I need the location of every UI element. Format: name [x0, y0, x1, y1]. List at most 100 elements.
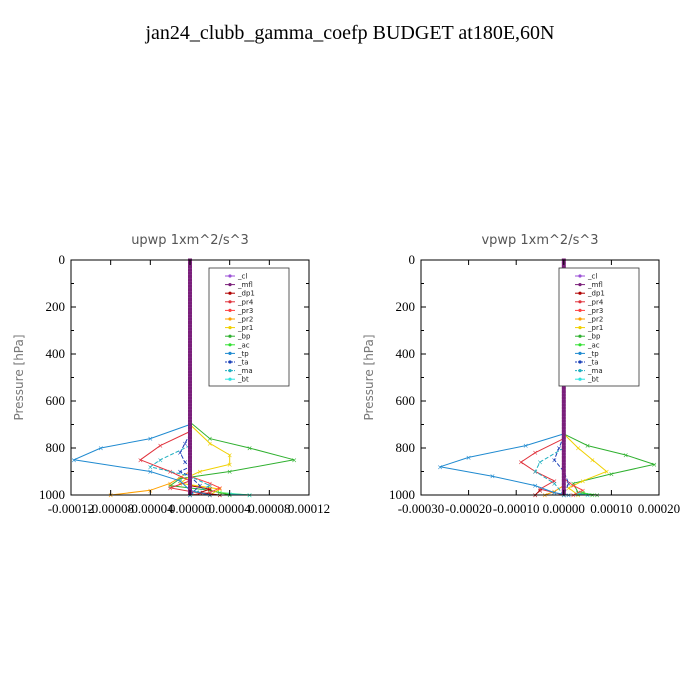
series-marker: ×: [217, 486, 223, 494]
legend-marker: [578, 343, 582, 347]
series-marker: [561, 393, 566, 397]
series-marker: ×: [217, 484, 223, 492]
x-tick-label: 0.00004: [209, 501, 252, 516]
series-line: [544, 485, 565, 496]
series-marker: ×: [575, 490, 581, 498]
series-marker: [188, 337, 192, 341]
x-tick-label: -0.00008: [87, 501, 134, 516]
series-marker: ×: [466, 454, 472, 462]
legend-label: _ma: [587, 367, 603, 375]
legend-label: _cl: [587, 273, 597, 281]
series-marker: [188, 294, 192, 298]
series-marker: ×: [291, 456, 297, 464]
series-marker: [188, 268, 192, 272]
series-marker: [188, 478, 192, 482]
series-line: [139, 431, 210, 496]
series-marker: [188, 274, 192, 278]
series-marker: [188, 376, 192, 380]
series-marker: [188, 330, 192, 334]
series-marker: [188, 462, 192, 466]
series-marker: ×: [207, 435, 213, 443]
series-marker: [188, 367, 192, 371]
series-marker: [561, 429, 566, 433]
series-marker: ×: [489, 473, 495, 481]
series-marker: [188, 370, 192, 374]
series-marker: ×: [177, 480, 183, 488]
series-marker: [561, 436, 566, 440]
series-marker: ×: [147, 435, 153, 443]
series-line: [189, 485, 220, 496]
series-marker: [188, 469, 192, 473]
series-line: [563, 433, 608, 496]
legend-marker: [228, 300, 232, 304]
series-marker: [561, 423, 566, 426]
series-marker: [188, 423, 192, 426]
series-marker: [561, 409, 566, 413]
series-marker: ×: [207, 487, 213, 495]
series-marker: [188, 265, 192, 269]
series-marker: [188, 482, 192, 486]
series-marker: ×: [137, 456, 143, 464]
series-marker: [561, 485, 566, 489]
series-marker: [561, 449, 566, 453]
series-marker: [188, 311, 192, 315]
legend-marker: [228, 377, 232, 381]
series-marker: ×: [207, 480, 213, 488]
series-marker: [188, 327, 192, 331]
series-marker: [188, 317, 192, 321]
series-marker: ×: [98, 445, 104, 453]
legend-label: _pr4: [587, 298, 604, 306]
series-marker: [188, 383, 192, 387]
x-tick-label: -0.00030: [398, 501, 445, 516]
series-marker: [188, 393, 192, 397]
y-tick-label: 1000: [389, 487, 415, 502]
legend-label: _bp: [237, 333, 251, 341]
series-marker: ×: [157, 456, 163, 464]
legend-label: _bt: [237, 376, 249, 384]
legend-label: _pr2: [587, 316, 603, 324]
legend-marker: [578, 308, 582, 312]
series-marker: [188, 413, 192, 417]
series-marker: ×: [575, 445, 581, 453]
series-marker: ×: [551, 488, 557, 496]
series-marker: [561, 399, 566, 403]
legend-label: _cl: [237, 273, 247, 281]
series-marker: ×: [608, 470, 614, 478]
series-marker: [561, 390, 566, 394]
y-tick-label: 200: [396, 299, 416, 314]
series-marker: ×: [585, 442, 591, 450]
series-marker: ×: [523, 442, 529, 450]
legend-label: _ac: [237, 341, 250, 349]
series-marker: ×: [227, 452, 233, 460]
series-marker: [188, 301, 192, 305]
legend-label: _mfl: [237, 281, 253, 289]
series-marker: ×: [167, 484, 173, 492]
series-marker: ×: [167, 468, 173, 476]
series-marker: [188, 419, 192, 423]
legend-label: _dp1: [587, 290, 605, 298]
series-marker: [561, 452, 566, 456]
y-tick-label: 800: [396, 440, 416, 455]
series-line: [439, 433, 569, 496]
x-tick-label: 0.00008: [248, 501, 290, 516]
series-marker: [188, 439, 192, 443]
series-marker: [188, 344, 192, 348]
legend: _cl_mfl_dp1_pr4_pr3_pr2_pr1_bp_ac_tp_ta_…: [558, 267, 640, 387]
series-marker: ×: [651, 461, 657, 469]
series-marker: [188, 459, 192, 463]
figure-title: jan24_clubb_gamma_coefp BUDGET at180E,60…: [145, 22, 555, 44]
series-marker: ×: [532, 449, 538, 457]
legend-label: _bp: [587, 333, 601, 341]
legend-box: [558, 267, 640, 387]
series-marker: [188, 304, 192, 308]
series-marker: [188, 455, 192, 459]
legend-marker: [228, 308, 232, 312]
legend-marker: [578, 351, 582, 355]
series-marker: [561, 426, 566, 430]
series-marker: ×: [566, 484, 572, 492]
y-tick-label: 1000: [39, 487, 65, 502]
series-marker: ×: [157, 442, 163, 450]
series-marker: [561, 265, 566, 269]
series-marker: [188, 436, 192, 440]
series-marker: [188, 465, 192, 469]
